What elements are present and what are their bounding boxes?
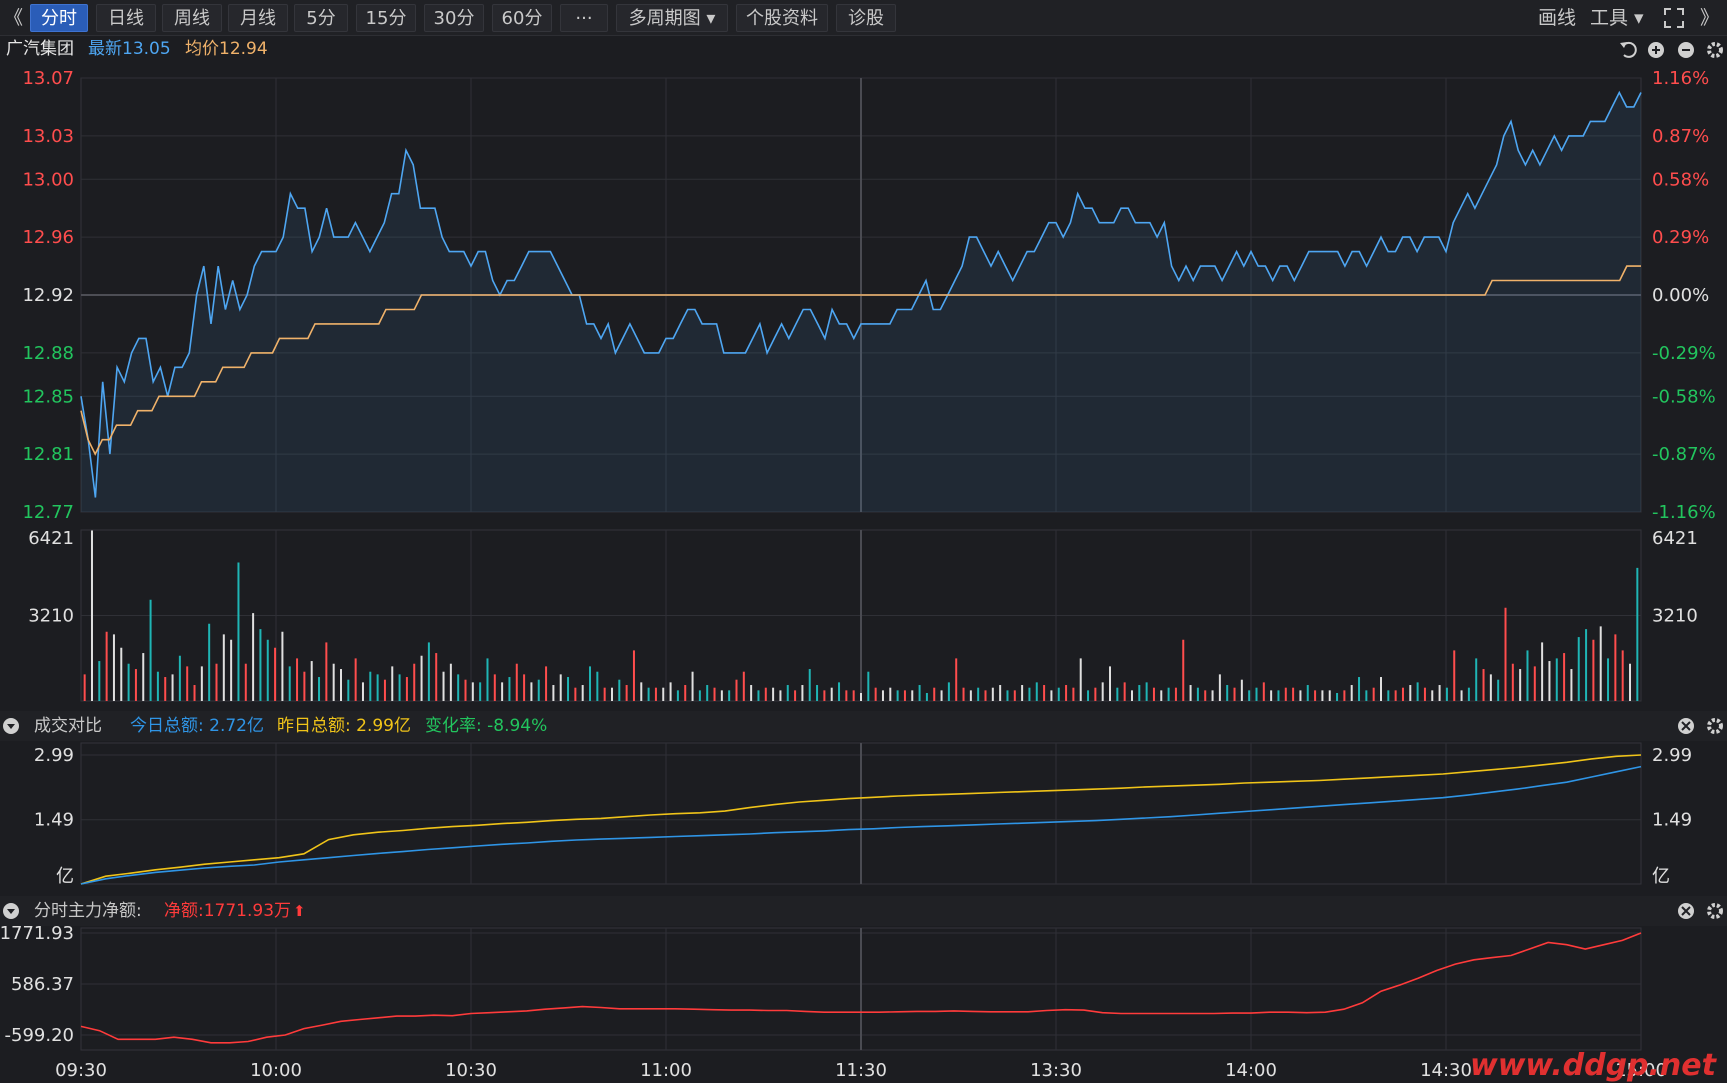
price-tick-label: 13.03 — [22, 126, 74, 147]
net-flow-panel-icons — [1678, 903, 1723, 919]
intraday-chart: 13.07 1.16% 13.03 0.87% 13.00 0.58% 12.96 0.29%… — [0, 68, 1716, 1081]
amount-tick-label: 2.99 — [34, 745, 74, 766]
amount-tick-label: 2.99 — [1652, 745, 1692, 766]
net-flow-line — [80, 932, 1642, 1044]
today-amount-line — [80, 765, 1642, 885]
watermark: www.ddgp.net — [1470, 1048, 1716, 1083]
tab-30min[interactable]: 30分 — [424, 4, 484, 32]
fullscreen-icon[interactable] — [1662, 6, 1686, 30]
price-tick-label: 12.81 — [22, 444, 74, 465]
tab-60min[interactable]: 60分 — [492, 4, 552, 32]
time-axis-label: 09:30 — [55, 1060, 107, 1081]
tab-intraday[interactable]: 分时 — [30, 4, 88, 32]
price-tick-label: 12.88 — [22, 343, 74, 364]
percent-tick-label: 0.87% — [1652, 126, 1709, 147]
time-axis-label: 14:00 — [1225, 1060, 1277, 1081]
time-axis-label: 14:30 — [1420, 1060, 1472, 1081]
expand-right-icon[interactable]: 》 — [1700, 7, 1720, 29]
change-rate: 变化率: -8.94% — [425, 716, 548, 736]
period-toolbar: 《 分时 日线 周线 月线 5分 15分 30分 60分 ··· 多周期图 ▾ … — [0, 0, 1727, 36]
avg-price-line — [80, 265, 1641, 456]
gear-icon[interactable] — [1707, 42, 1723, 58]
amount-tick-label: 1.49 — [34, 810, 74, 831]
percent-tick-label: -0.58% — [1652, 386, 1716, 407]
collapse-triangle-icon[interactable] — [2, 902, 20, 920]
amount-panel-icons — [1678, 718, 1723, 734]
percent-tick-label: 0.29% — [1652, 227, 1709, 248]
gear-icon[interactable] — [1707, 718, 1723, 734]
net-flow-tick-label: 586.37 — [11, 974, 74, 995]
zoom-in-icon[interactable] — [1648, 42, 1664, 58]
tools-dropdown[interactable]: 工具 ▾ — [1590, 7, 1644, 29]
amount-unit-label: 亿 — [1652, 866, 1670, 887]
tab-5min[interactable]: 5分 — [294, 4, 348, 32]
amount-unit-label: 亿 — [56, 866, 74, 887]
avg-price: 均价12.94 — [185, 39, 268, 59]
price-area — [81, 92, 1641, 512]
price-tick-label: 12.85 — [22, 386, 74, 407]
price-tick-label: 13.07 — [22, 68, 74, 89]
volume-tick-label: 3210 — [28, 606, 74, 627]
volume-tick-label: 6421 — [28, 528, 74, 549]
price-tick-label: 12.96 — [22, 227, 74, 248]
percent-tick-label: -0.87% — [1652, 444, 1716, 465]
up-arrow-icon: ⬆ — [293, 902, 306, 920]
time-axis-label: 10:30 — [445, 1060, 497, 1081]
time-axis-label: 11:30 — [835, 1060, 887, 1081]
net-flow-tick-label: -599.20 — [5, 1025, 74, 1046]
percent-tick-label: -1.16% — [1652, 502, 1716, 523]
gear-icon[interactable] — [1707, 903, 1723, 919]
yesterday-total-amount: 昨日总额: 2.99亿 — [277, 716, 411, 736]
draw-line-button[interactable]: 画线 — [1538, 7, 1577, 29]
close-icon[interactable] — [1678, 718, 1694, 734]
stock-profile-button[interactable]: 个股资料 — [736, 4, 828, 32]
time-axis-label: 13:30 — [1030, 1060, 1082, 1081]
time-axis-label: 11:00 — [640, 1060, 692, 1081]
collapse-left-icon[interactable]: 《 — [4, 7, 24, 29]
price-tick-label: 12.77 — [22, 502, 74, 523]
volume-tick-label: 3210 — [1652, 606, 1698, 627]
net-flow-value: 净额:1771.93万 — [164, 901, 292, 921]
more-periods-button[interactable]: ··· — [560, 4, 608, 32]
percent-tick-label: 0.58% — [1652, 169, 1709, 190]
volume-tick-label: 6421 — [1652, 528, 1698, 549]
percent-tick-label: 0.00% — [1652, 285, 1709, 306]
percent-tick-label: 1.16% — [1652, 68, 1709, 89]
amount-tick-label: 1.49 — [1652, 810, 1692, 831]
undo-icon[interactable] — [1620, 41, 1637, 58]
price-tick-label: 13.00 — [22, 169, 74, 190]
tab-daily[interactable]: 日线 — [96, 4, 156, 32]
zoom-out-icon[interactable] — [1678, 42, 1694, 58]
time-axis-label: 15:00 — [1615, 1060, 1667, 1081]
multi-period-dropdown[interactable]: 多周期图 ▾ — [616, 4, 728, 32]
tab-monthly[interactable]: 月线 — [228, 4, 288, 32]
net-flow-header — [0, 896, 1727, 926]
diagnosis-button[interactable]: 诊股 — [836, 4, 896, 32]
price-panel-icons — [1620, 41, 1723, 58]
percent-tick-label: -0.29% — [1652, 343, 1716, 364]
yesterday-amount-line — [80, 754, 1642, 885]
net-flow-title: 分时主力净额: — [34, 901, 142, 921]
stock-name: 广汽集团 — [6, 39, 74, 59]
price-line — [80, 90, 1642, 498]
latest-price: 最新13.05 — [88, 39, 171, 59]
amount-comparison-title: 成交对比 — [34, 716, 102, 736]
time-axis-label: 10:00 — [250, 1060, 302, 1081]
price-tick-label: 12.92 — [22, 285, 74, 306]
today-total-amount: 今日总额: 2.72亿 — [130, 716, 264, 736]
net-flow-tick-label: 1771.93 — [0, 923, 74, 944]
amount-comparison-header — [0, 711, 1727, 741]
close-icon[interactable] — [1678, 903, 1694, 919]
tab-weekly[interactable]: 周线 — [162, 4, 222, 32]
collapse-triangle-icon[interactable] — [2, 717, 20, 735]
tab-15min[interactable]: 15分 — [356, 4, 416, 32]
